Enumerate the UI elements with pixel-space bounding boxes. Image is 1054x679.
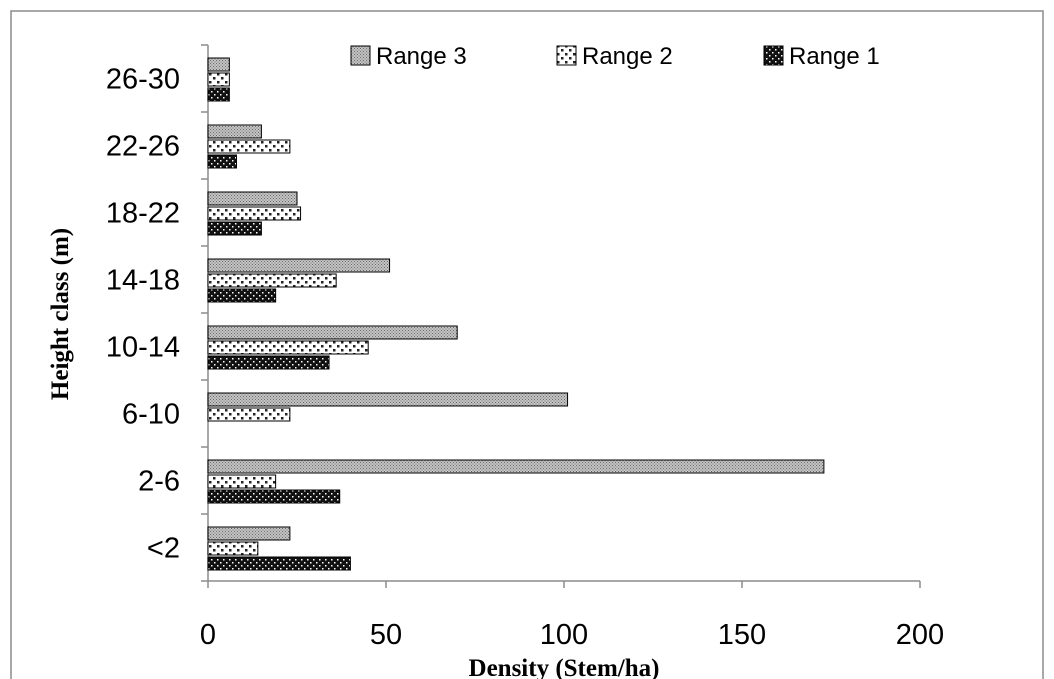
bar	[207, 221, 262, 236]
y-axis-title: Height class (m)	[47, 228, 74, 400]
legend-swatch	[763, 45, 784, 66]
axes	[201, 44, 921, 588]
x-tick-label: 0	[200, 619, 216, 651]
x-tick-label: 50	[370, 619, 402, 651]
bar	[207, 474, 277, 489]
x-tick-label: 200	[896, 619, 944, 651]
y-tick-label: 18-22	[106, 198, 180, 230]
bar	[207, 57, 230, 72]
y-tick-label: 2-6	[138, 466, 180, 498]
chart-border	[10, 10, 1044, 679]
bar	[207, 273, 337, 288]
tick-labels: 0 50 100 150 200 <2 2-6 6-10 10-14 14-18 18-22 22-2…	[106, 64, 944, 652]
y-tick-label: 6-10	[122, 399, 180, 431]
y-tick-label: <2	[147, 533, 180, 565]
legend-label: Range 3	[376, 43, 467, 70]
bar	[207, 526, 291, 541]
bars	[207, 57, 825, 571]
x-axis-title: Density (Stem/ha)	[469, 655, 660, 679]
legend: Range 3 Range 2 Range 1	[350, 43, 880, 70]
x-tick-label: 150	[718, 619, 766, 651]
bar	[207, 154, 237, 169]
bar	[207, 325, 458, 340]
bar	[207, 124, 262, 139]
bar	[207, 139, 291, 154]
y-tick-label: 26-30	[106, 64, 180, 96]
legend-label: Range 1	[789, 43, 880, 70]
bar	[207, 489, 341, 504]
y-tick-label: 10-14	[106, 332, 180, 364]
bar	[207, 355, 330, 370]
legend-swatch	[350, 45, 371, 66]
bar	[207, 72, 230, 87]
bar	[207, 407, 291, 422]
bar	[207, 206, 302, 221]
y-tick-label: 22-26	[106, 131, 180, 163]
bar	[207, 556, 351, 571]
x-tick-label: 100	[540, 619, 588, 651]
bar	[207, 541, 259, 556]
bar	[207, 392, 569, 407]
bar	[207, 340, 369, 355]
y-tick-label: 14-18	[106, 265, 180, 297]
bar	[207, 87, 230, 102]
legend-swatch	[556, 45, 577, 66]
bar	[207, 288, 277, 303]
bar	[207, 191, 298, 206]
bar	[207, 258, 391, 273]
bar	[207, 459, 825, 474]
legend-label: Range 2	[582, 43, 673, 70]
